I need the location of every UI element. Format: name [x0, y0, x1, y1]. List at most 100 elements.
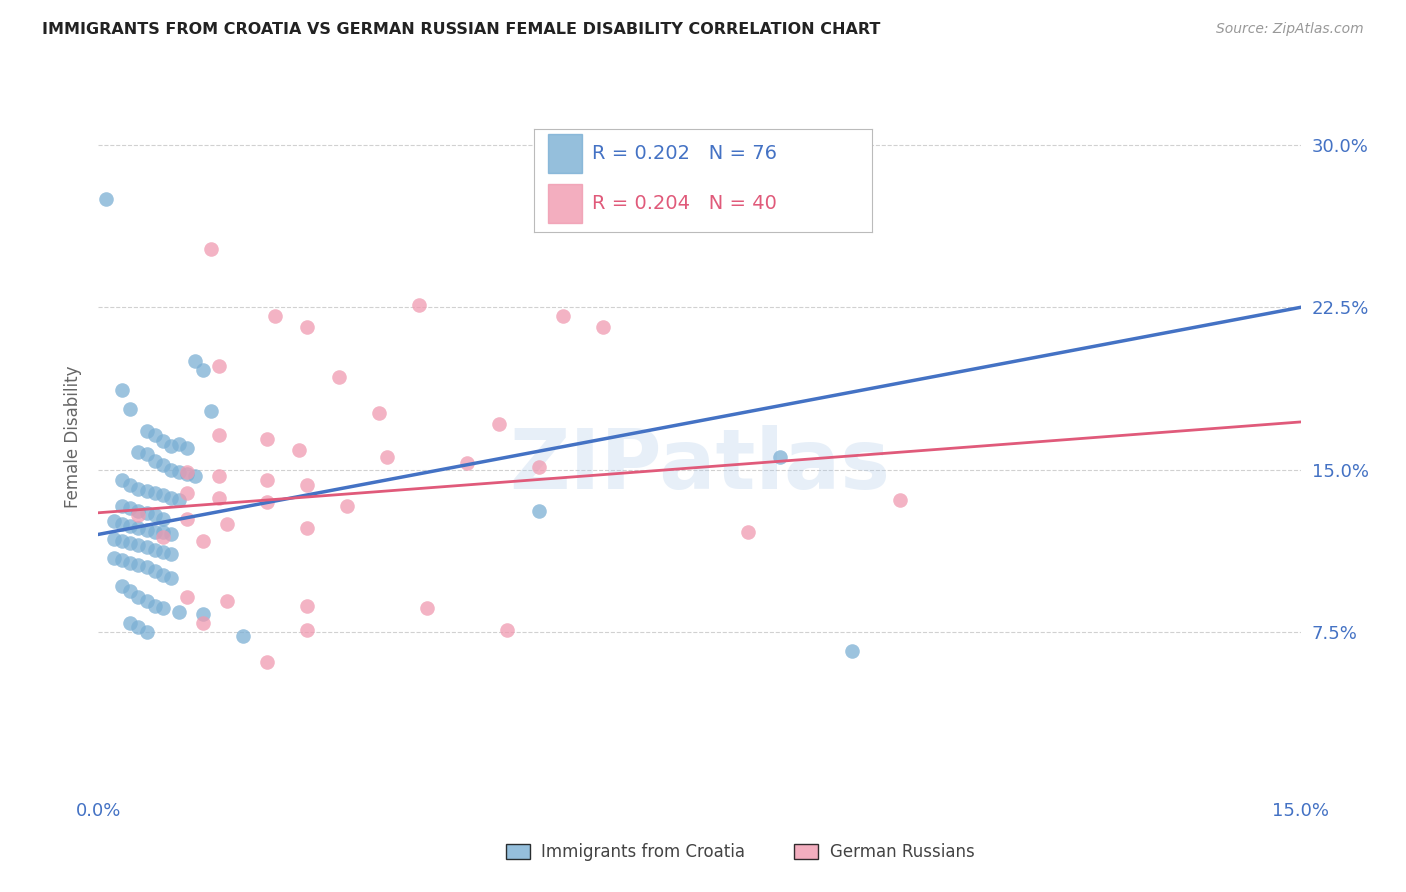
Point	[208, 469, 231, 483]
Point	[152, 488, 174, 502]
Point	[529, 460, 551, 475]
Point	[111, 516, 134, 531]
Point	[191, 363, 214, 377]
Point	[128, 521, 150, 535]
Point	[592, 319, 614, 334]
Point	[256, 495, 278, 509]
Y-axis label: Female Disability: Female Disability	[65, 366, 83, 508]
Point	[111, 579, 134, 593]
Point	[208, 359, 231, 373]
Point	[143, 564, 166, 578]
Point	[152, 458, 174, 473]
Point	[183, 469, 205, 483]
Point	[375, 450, 398, 464]
Text: R = 0.202   N = 76: R = 0.202 N = 76	[592, 145, 776, 163]
Point	[488, 417, 510, 431]
Point	[120, 536, 142, 550]
Point	[529, 503, 551, 517]
Point	[135, 541, 157, 555]
Point	[200, 242, 222, 256]
Point	[769, 450, 792, 464]
Point	[336, 500, 359, 514]
Text: R = 0.204   N = 40: R = 0.204 N = 40	[592, 194, 776, 212]
Point	[143, 508, 166, 522]
Point	[208, 428, 231, 442]
Point	[416, 601, 439, 615]
Point	[176, 512, 198, 526]
Point	[215, 594, 238, 608]
Point	[152, 525, 174, 540]
Point	[167, 492, 190, 507]
Point	[191, 607, 214, 622]
Point	[176, 486, 198, 500]
Point	[256, 655, 278, 669]
Point	[232, 629, 254, 643]
Point	[135, 506, 157, 520]
Point	[120, 583, 142, 598]
Point	[191, 533, 214, 548]
Point	[103, 532, 125, 546]
Point	[135, 484, 157, 499]
Point	[120, 477, 142, 491]
Point	[135, 559, 157, 574]
Text: Source: ZipAtlas.com: Source: ZipAtlas.com	[1216, 22, 1364, 37]
Point	[328, 369, 350, 384]
Point	[295, 477, 318, 491]
Point	[111, 553, 134, 567]
Point	[111, 473, 134, 487]
Point	[152, 530, 174, 544]
Point	[135, 594, 157, 608]
Point	[167, 605, 190, 619]
Point	[152, 601, 174, 615]
Point	[200, 404, 222, 418]
Point	[111, 533, 134, 548]
Point	[408, 298, 430, 312]
Point	[159, 491, 181, 505]
Point	[135, 447, 157, 461]
Point	[737, 525, 759, 540]
Point	[152, 512, 174, 526]
Point	[143, 525, 166, 540]
Point	[456, 456, 478, 470]
Point	[288, 443, 311, 458]
Point	[120, 401, 142, 416]
Point	[159, 462, 181, 476]
Point	[128, 538, 150, 552]
Text: IMMIGRANTS FROM CROATIA VS GERMAN RUSSIAN FEMALE DISABILITY CORRELATION CHART: IMMIGRANTS FROM CROATIA VS GERMAN RUSSIA…	[42, 22, 880, 37]
Point	[135, 424, 157, 438]
Point	[143, 428, 166, 442]
Point	[152, 568, 174, 582]
Point	[664, 146, 686, 161]
Text: ZIPatlas: ZIPatlas	[509, 425, 890, 506]
Point	[368, 406, 391, 420]
Point	[143, 542, 166, 557]
Point	[128, 590, 150, 604]
Point	[120, 501, 142, 516]
Point	[159, 547, 181, 561]
Point	[143, 599, 166, 613]
Point	[103, 551, 125, 566]
Point	[496, 623, 519, 637]
Point	[295, 623, 318, 637]
Point	[111, 383, 134, 397]
Text: Immigrants from Croatia: Immigrants from Croatia	[541, 843, 745, 861]
Point	[120, 556, 142, 570]
Point	[295, 521, 318, 535]
Point	[120, 518, 142, 533]
Point	[176, 441, 198, 455]
Point	[553, 309, 575, 323]
Point	[143, 454, 166, 468]
Point	[143, 486, 166, 500]
Point	[295, 319, 318, 334]
Point	[215, 516, 238, 531]
Point	[152, 544, 174, 558]
Point	[128, 620, 150, 634]
Point	[263, 309, 285, 323]
Point	[176, 467, 198, 481]
Point	[208, 491, 231, 505]
Point	[167, 436, 190, 450]
Point	[167, 465, 190, 479]
Point	[256, 432, 278, 446]
Point	[111, 500, 134, 514]
Point	[841, 644, 863, 658]
